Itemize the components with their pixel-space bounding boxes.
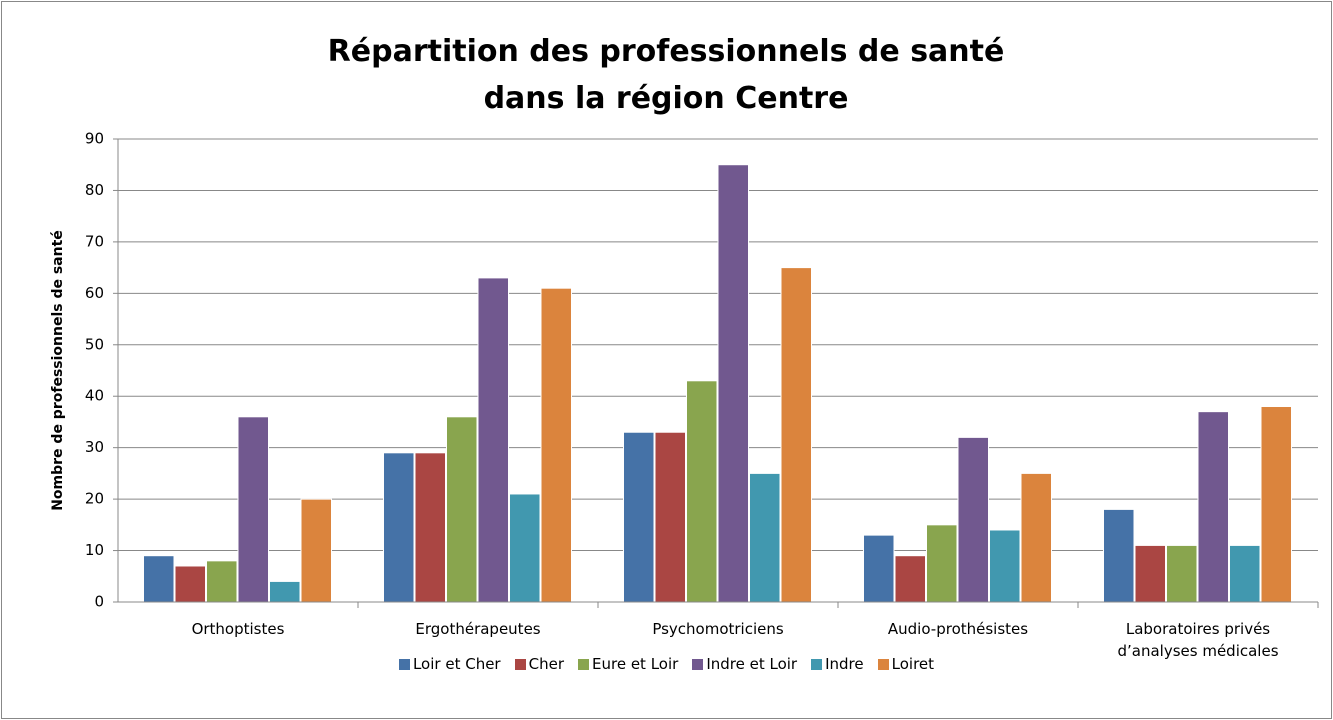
legend-label: Indre	[825, 655, 864, 673]
bar	[509, 493, 541, 603]
bar	[686, 380, 718, 603]
bar	[623, 431, 655, 603]
bar	[749, 472, 781, 603]
y-tick-label: 20	[85, 490, 104, 508]
bar	[957, 436, 989, 603]
legend-item: Loiret	[877, 655, 935, 673]
legend-label: Loir et Cher	[412, 655, 501, 673]
legend-item: Indre	[811, 655, 864, 673]
legend-swatch	[692, 658, 704, 670]
y-tick-label: 10	[85, 541, 104, 559]
bar	[174, 565, 206, 603]
legend-swatch	[398, 658, 410, 670]
legend-swatch	[877, 658, 889, 670]
bar	[206, 560, 238, 603]
legend-item: Indre et Loir	[692, 655, 797, 673]
bar	[1103, 508, 1135, 603]
y-tick-label: 90	[85, 130, 104, 148]
y-tick-label: 0	[94, 593, 104, 611]
bar	[717, 164, 749, 603]
bar	[1134, 544, 1166, 603]
y-tick-label: 80	[85, 181, 104, 199]
y-axis-label: Nombre de professionnels de santé	[50, 230, 66, 511]
bar	[780, 267, 812, 603]
bar	[1260, 406, 1292, 603]
legend-label: Indre et Loir	[706, 655, 798, 673]
bar	[1197, 411, 1229, 603]
bar	[414, 452, 446, 603]
bar	[237, 416, 269, 603]
legend-label: Cher	[528, 655, 564, 673]
bar	[863, 534, 895, 603]
y-tick-label: 40	[85, 387, 104, 405]
bar	[1166, 544, 1198, 603]
legend-swatch	[514, 658, 526, 670]
bar	[1020, 472, 1052, 603]
bar	[926, 524, 958, 603]
bar	[989, 529, 1021, 603]
bar	[654, 431, 686, 603]
bar	[894, 555, 926, 603]
bar	[383, 452, 415, 603]
y-tick-label: 70	[85, 232, 104, 250]
bar	[269, 580, 301, 603]
x-tick-label: Ergothérapeutes	[415, 620, 541, 638]
legend-label: Eure et Loir	[592, 655, 679, 673]
y-tick-label: 30	[85, 438, 104, 456]
x-tick-label: Laboratoires privés d’analyses médicales	[1117, 620, 1279, 660]
legend-swatch	[578, 658, 589, 670]
x-tick-label: Psychomotriciens	[652, 620, 784, 638]
x-tick-label: Orthoptistes	[191, 620, 285, 638]
y-tick-label: 50	[85, 335, 104, 353]
legend-item: Loir et Cher	[398, 655, 501, 673]
y-tick-label: 60	[85, 284, 104, 302]
x-tick-label: Audio-prothésistes	[887, 620, 1029, 638]
bar	[143, 555, 175, 603]
bar	[477, 277, 509, 603]
legend-label: Loiret	[891, 655, 935, 673]
bar	[1229, 544, 1261, 603]
bar	[300, 498, 332, 603]
legend-swatch	[811, 658, 823, 670]
legend-item: Eure et Loir	[578, 655, 678, 673]
bar	[446, 416, 478, 603]
legend-item: Cher	[514, 655, 564, 673]
bar	[540, 287, 572, 603]
chart-title: Répartition des professionnels de santé …	[327, 34, 1005, 116]
legend: Loir et Cher Cher Eure et Loir Indre et Loi…	[0, 655, 1333, 673]
